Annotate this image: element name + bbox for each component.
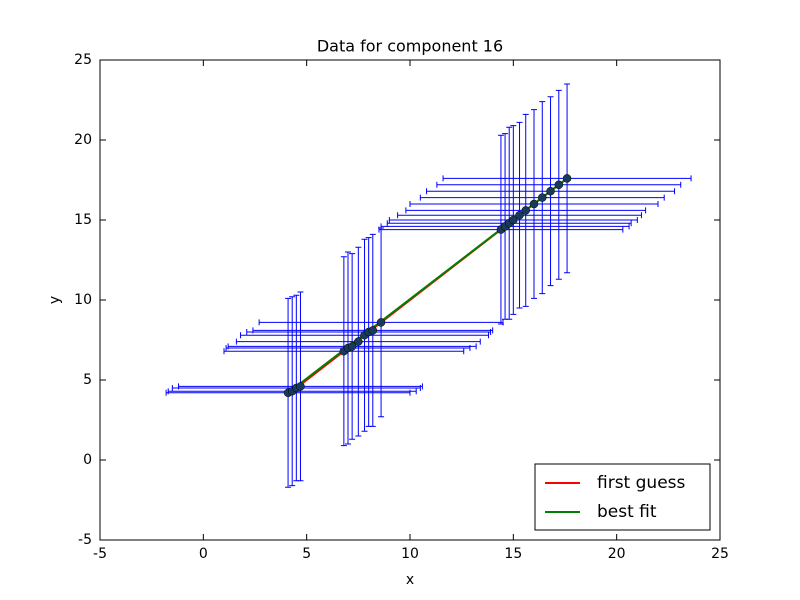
- point: [347, 342, 357, 351]
- legend-label: first guess: [597, 473, 686, 493]
- point: [296, 382, 305, 391]
- x-tick-label: 5: [302, 546, 311, 562]
- point: [538, 193, 547, 202]
- point: [515, 210, 524, 220]
- x-tick-label: 0: [199, 546, 208, 562]
- x-tick-label: 20: [608, 546, 626, 562]
- point: [562, 174, 572, 183]
- legend-box: [534, 463, 711, 531]
- point: [376, 318, 386, 327]
- point: [546, 186, 555, 196]
- plot-frame: [99, 59, 721, 541]
- point: [529, 199, 539, 209]
- chart-title: Data for component 16: [317, 37, 503, 56]
- point: [521, 206, 530, 215]
- y-tick-label: 10: [74, 292, 92, 308]
- x-tick-label: 25: [711, 546, 729, 562]
- point: [554, 180, 564, 190]
- y-axis-label: y: [47, 296, 63, 304]
- legend-label: best fit: [597, 502, 657, 522]
- y-tick-label: 15: [74, 212, 92, 228]
- point: [509, 215, 518, 225]
- y-tick-label: 25: [74, 52, 92, 68]
- y-tick-label: 5: [83, 372, 92, 388]
- y-tick-label: 20: [74, 132, 92, 148]
- y-tick-label: -5: [78, 532, 92, 548]
- x-tick-label: -5: [93, 546, 107, 562]
- point: [354, 337, 363, 346]
- x-tick-label: 15: [504, 546, 522, 562]
- y-tick-label: 0: [83, 452, 92, 468]
- x-tick-label: 10: [401, 546, 419, 562]
- x-axis-label: x: [406, 572, 414, 588]
- point: [368, 326, 378, 335]
